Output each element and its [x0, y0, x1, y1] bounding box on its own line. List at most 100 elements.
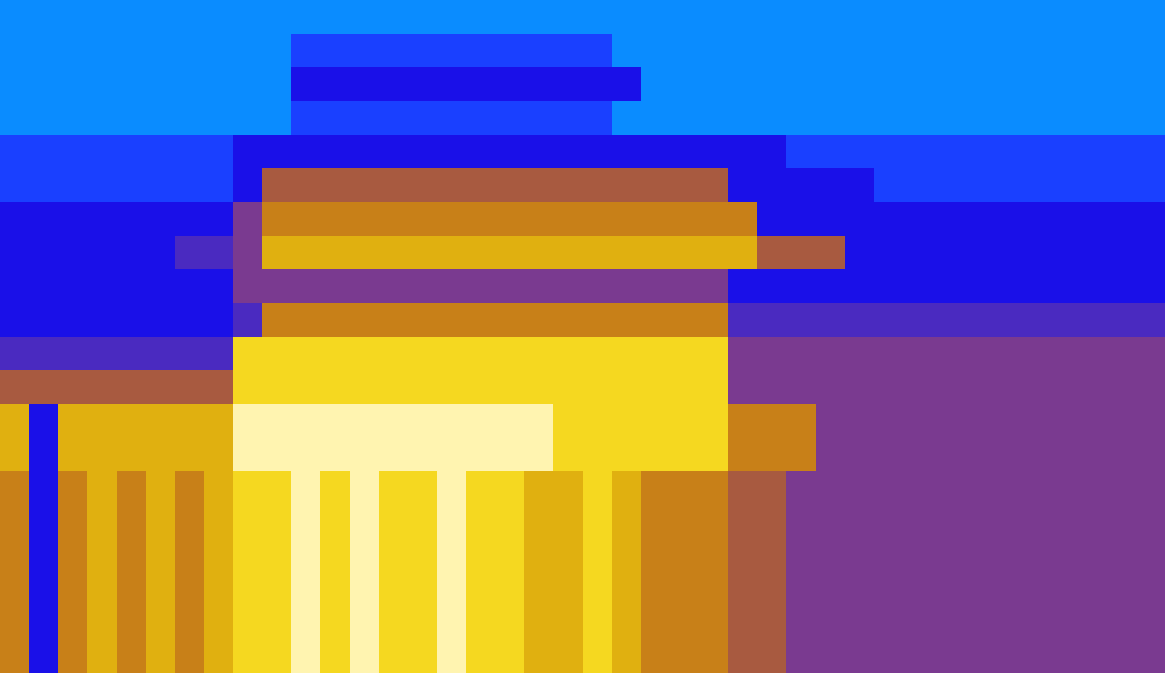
- cell: [728, 303, 757, 337]
- cell: [757, 471, 786, 505]
- cell: [874, 471, 903, 505]
- cell: [233, 606, 262, 639]
- cell: [1078, 639, 1107, 673]
- cell: [1049, 236, 1078, 269]
- cell: [553, 168, 583, 202]
- cell: [58, 538, 87, 572]
- cell: [379, 202, 408, 236]
- cell: [757, 202, 786, 236]
- cell: [845, 0, 874, 34]
- cell: [117, 303, 146, 337]
- cell: [583, 135, 612, 168]
- cell: [58, 202, 87, 236]
- cell: [0, 538, 29, 572]
- cell: [350, 202, 379, 236]
- cell: [670, 370, 699, 404]
- cell: [583, 639, 612, 673]
- cell: [990, 639, 1019, 673]
- cells: [0, 0, 1165, 673]
- cell: [1107, 538, 1136, 572]
- cell: [87, 572, 117, 606]
- cell: [757, 269, 786, 303]
- cell: [757, 572, 786, 606]
- cell: [699, 269, 728, 303]
- cell: [932, 168, 961, 202]
- cell: [1078, 437, 1107, 471]
- cell: [175, 236, 204, 269]
- cell: [408, 303, 437, 337]
- cell: [583, 437, 612, 471]
- cell: [786, 168, 816, 202]
- cell: [320, 303, 350, 337]
- cell: [990, 370, 1019, 404]
- cell: [175, 135, 204, 168]
- cell: [175, 67, 204, 101]
- cell: [874, 404, 903, 437]
- cell: [757, 437, 786, 471]
- cell: [262, 67, 291, 101]
- cell: [379, 370, 408, 404]
- cell: [437, 34, 466, 67]
- cell: [670, 101, 699, 135]
- cell: [524, 337, 553, 370]
- cell: [87, 606, 117, 639]
- cell: [408, 606, 437, 639]
- cell: [291, 505, 320, 538]
- cell: [350, 639, 379, 673]
- cell: [1107, 168, 1136, 202]
- cell: [961, 404, 990, 437]
- cell: [757, 236, 786, 269]
- cell: [641, 337, 670, 370]
- chart-root: [0, 0, 1165, 673]
- cell: [350, 0, 379, 34]
- cell: [1078, 269, 1107, 303]
- cell: [990, 404, 1019, 437]
- cell: [961, 202, 990, 236]
- cell: [641, 437, 670, 471]
- cell: [175, 572, 204, 606]
- cell: [524, 572, 553, 606]
- cell: [583, 34, 612, 67]
- cell: [320, 572, 350, 606]
- cell: [320, 101, 350, 135]
- cell: [146, 34, 175, 67]
- cell: [350, 538, 379, 572]
- cell: [495, 236, 524, 269]
- cell: [117, 135, 146, 168]
- cell: [1107, 34, 1136, 67]
- cell: [699, 404, 728, 437]
- cell: [1078, 67, 1107, 101]
- cell: [233, 471, 262, 505]
- cell: [175, 437, 204, 471]
- cell: [1136, 370, 1165, 404]
- cell: [699, 606, 728, 639]
- cell: [524, 269, 553, 303]
- cell: [553, 606, 583, 639]
- cell: [990, 303, 1019, 337]
- cell: [932, 236, 961, 269]
- cell: [87, 303, 117, 337]
- cell: [466, 101, 495, 135]
- cell: [58, 269, 87, 303]
- cell: [670, 135, 699, 168]
- cell: [58, 67, 87, 101]
- cell: [408, 572, 437, 606]
- cell: [408, 437, 437, 471]
- cell: [874, 0, 903, 34]
- cell: [670, 471, 699, 505]
- cell: [204, 639, 233, 673]
- cell: [1049, 437, 1078, 471]
- cell: [0, 236, 29, 269]
- cell: [553, 0, 583, 34]
- cell: [786, 471, 816, 505]
- cell: [1049, 67, 1078, 101]
- cell: [58, 639, 87, 673]
- cell: [350, 370, 379, 404]
- cell: [262, 505, 291, 538]
- cell: [320, 269, 350, 303]
- cell: [408, 471, 437, 505]
- cell: [845, 337, 874, 370]
- cell: [1136, 269, 1165, 303]
- cell: [583, 168, 612, 202]
- cell: [437, 168, 466, 202]
